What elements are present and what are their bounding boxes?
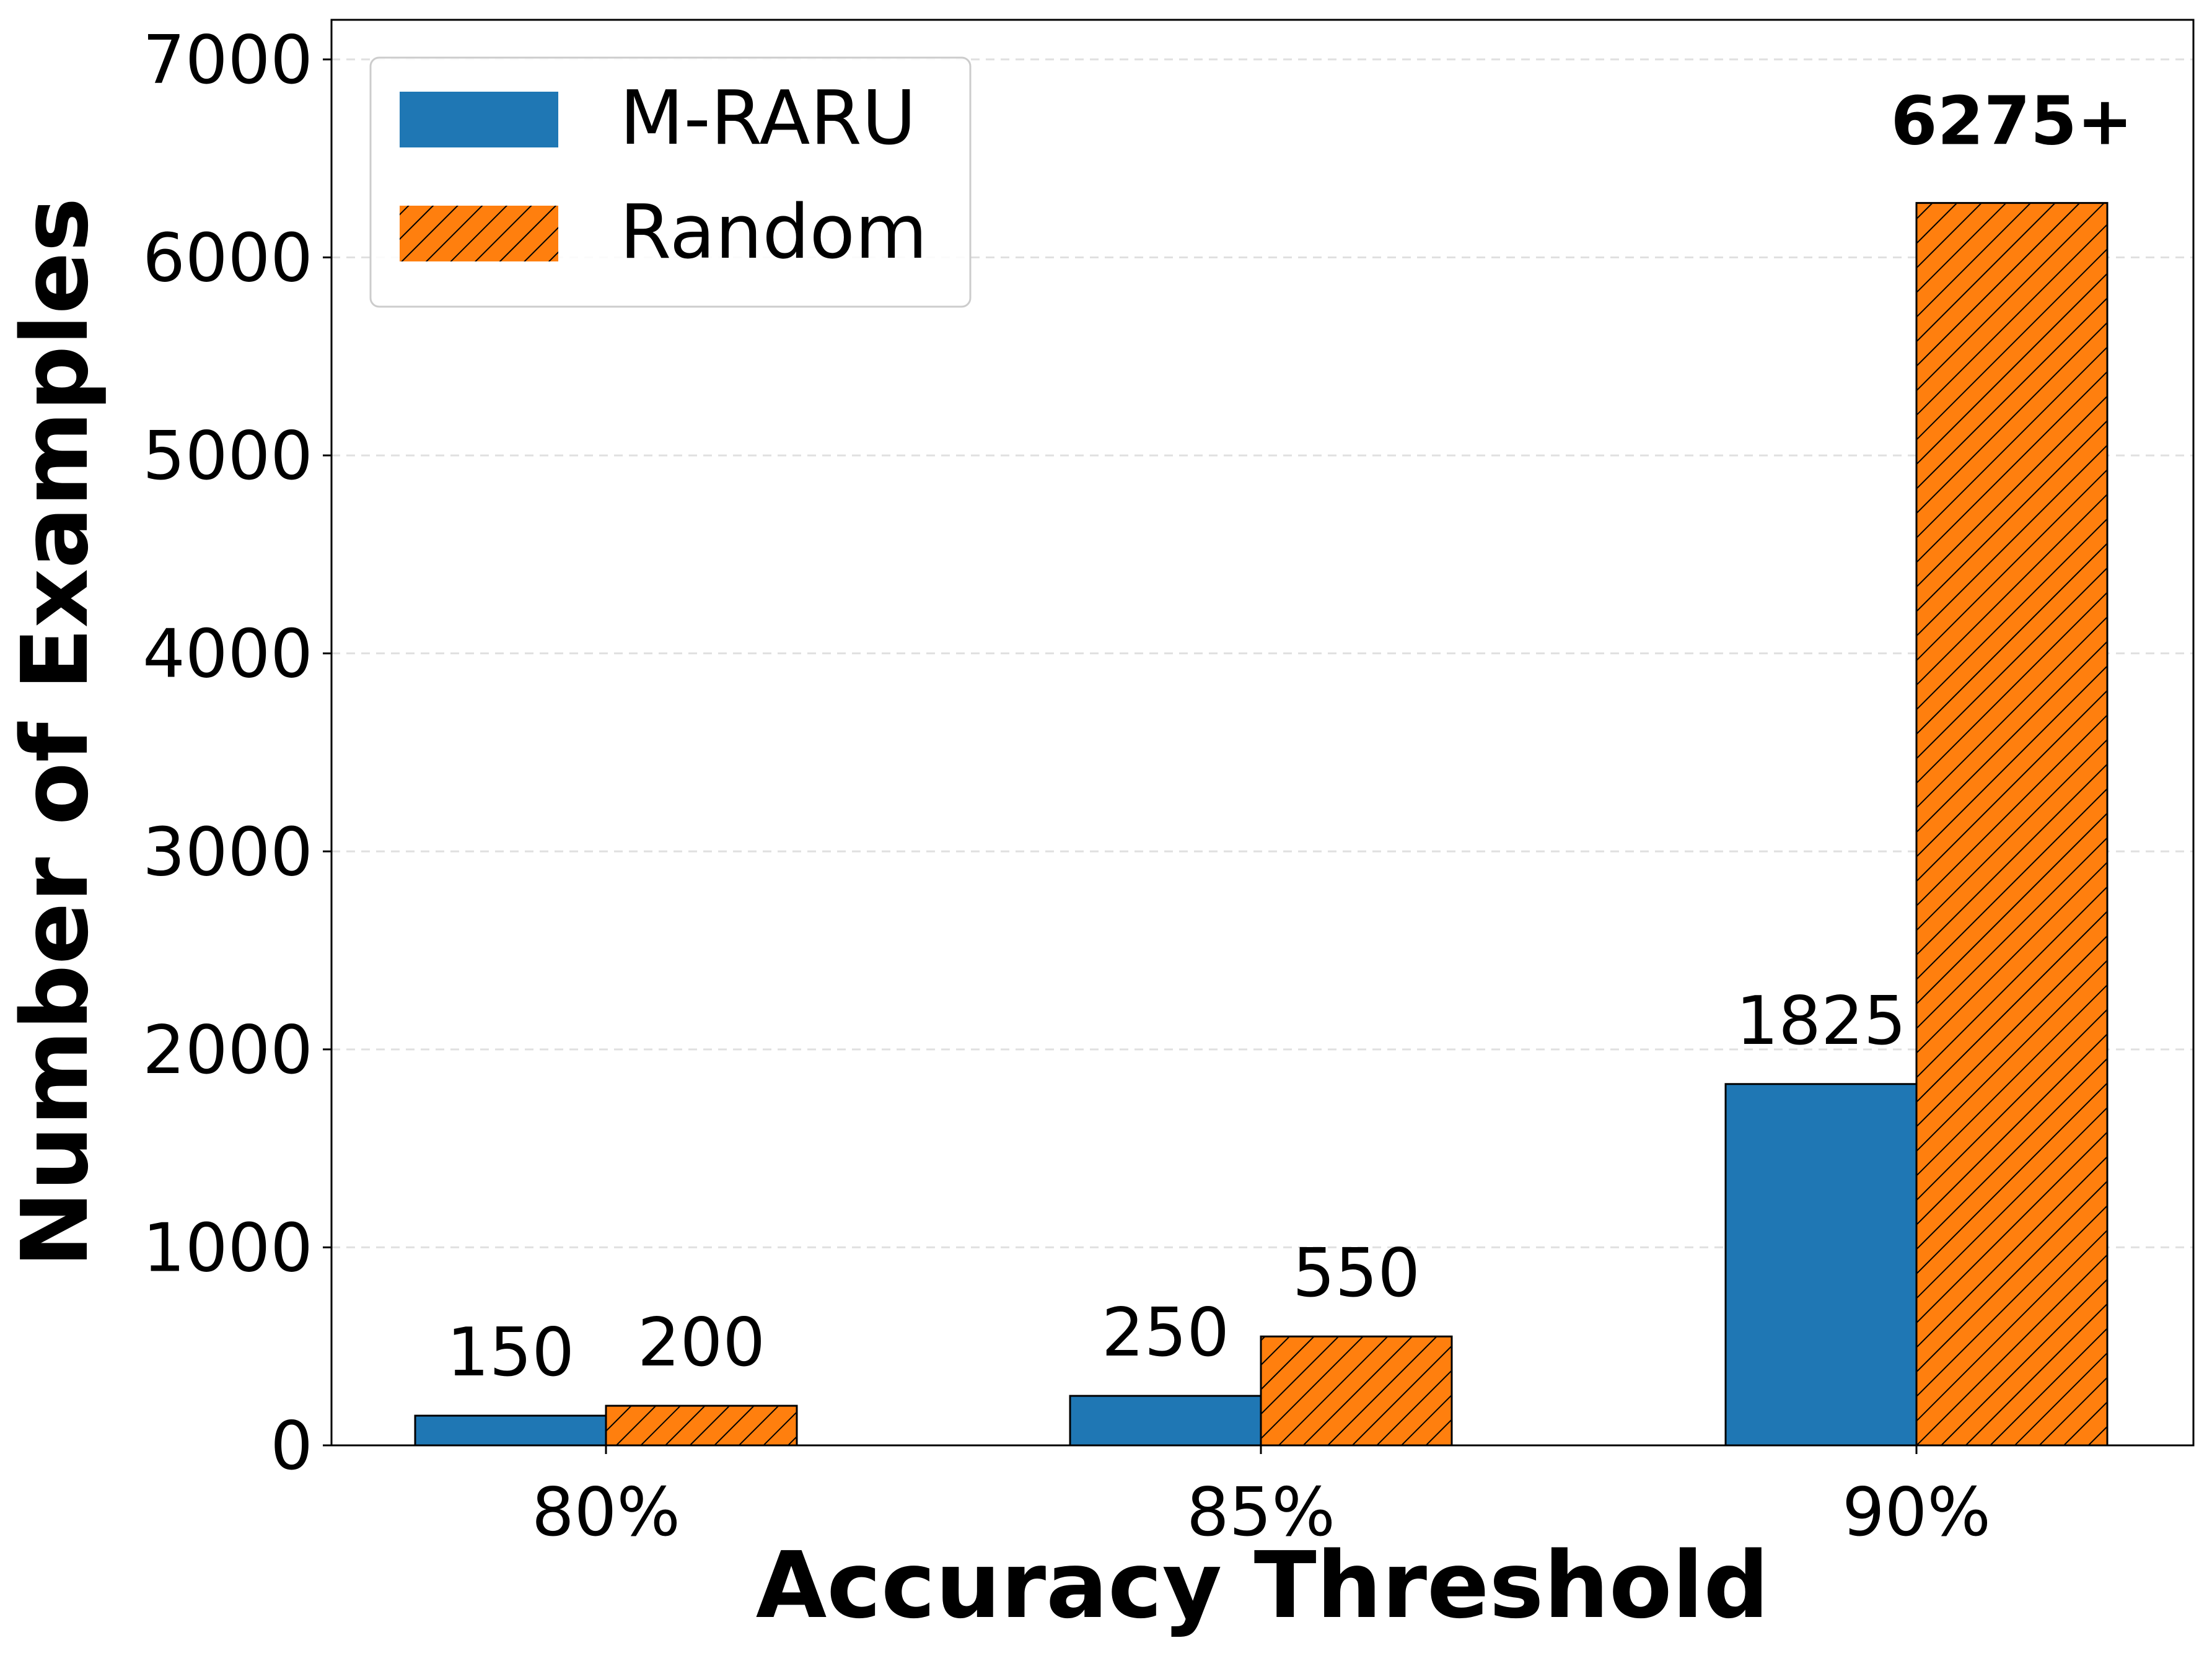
y-tick-label: 0 bbox=[270, 1408, 313, 1485]
data-label: 1825 bbox=[1736, 983, 1907, 1060]
x-axis-title: Accuracy Threshold bbox=[756, 1532, 1769, 1639]
x-axis: 80% 85% 90% bbox=[532, 1445, 1991, 1551]
y-axis: 0 1000 2000 3000 4000 5000 6000 7000 bbox=[143, 22, 331, 1485]
legend-swatch-hatch bbox=[400, 206, 558, 261]
x-tick-label: 90% bbox=[1842, 1474, 1991, 1551]
data-label: 550 bbox=[1293, 1235, 1420, 1312]
bar-hatch bbox=[1261, 1336, 1452, 1445]
y-tick-label: 1000 bbox=[143, 1209, 313, 1287]
data-labels: 150 250 1825 200 550 6275+ bbox=[447, 83, 2133, 1391]
y-tick-label: 2000 bbox=[143, 1012, 313, 1089]
bar-hatch bbox=[1916, 203, 2107, 1445]
bar-m-raru-85 bbox=[1070, 1396, 1261, 1445]
x-tick-label: 80% bbox=[532, 1474, 680, 1551]
y-tick-label: 6000 bbox=[143, 220, 313, 297]
bar-m-raru-80 bbox=[415, 1416, 606, 1445]
legend: M-RARU Random bbox=[369, 56, 972, 308]
legend-label: Random bbox=[620, 190, 928, 276]
y-tick-label: 4000 bbox=[143, 616, 313, 693]
bar-m-raru-90 bbox=[1726, 1084, 1916, 1445]
data-label: 6275+ bbox=[1890, 83, 2133, 160]
y-tick-label: 3000 bbox=[143, 813, 313, 891]
data-label: 250 bbox=[1102, 1294, 1229, 1372]
bar-hatch bbox=[606, 1406, 797, 1445]
legend-swatch bbox=[400, 92, 558, 147]
bars bbox=[414, 202, 2109, 1447]
legend-label: M-RARU bbox=[620, 76, 916, 162]
data-label: 200 bbox=[638, 1304, 765, 1382]
data-label: 150 bbox=[447, 1314, 574, 1391]
y-axis-title: Number of Examples bbox=[2, 198, 108, 1268]
y-tick-label: 7000 bbox=[143, 22, 313, 99]
x-tick-label: 85% bbox=[1187, 1474, 1335, 1551]
y-tick-label: 5000 bbox=[143, 418, 313, 495]
plot-frame bbox=[330, 19, 2195, 1447]
